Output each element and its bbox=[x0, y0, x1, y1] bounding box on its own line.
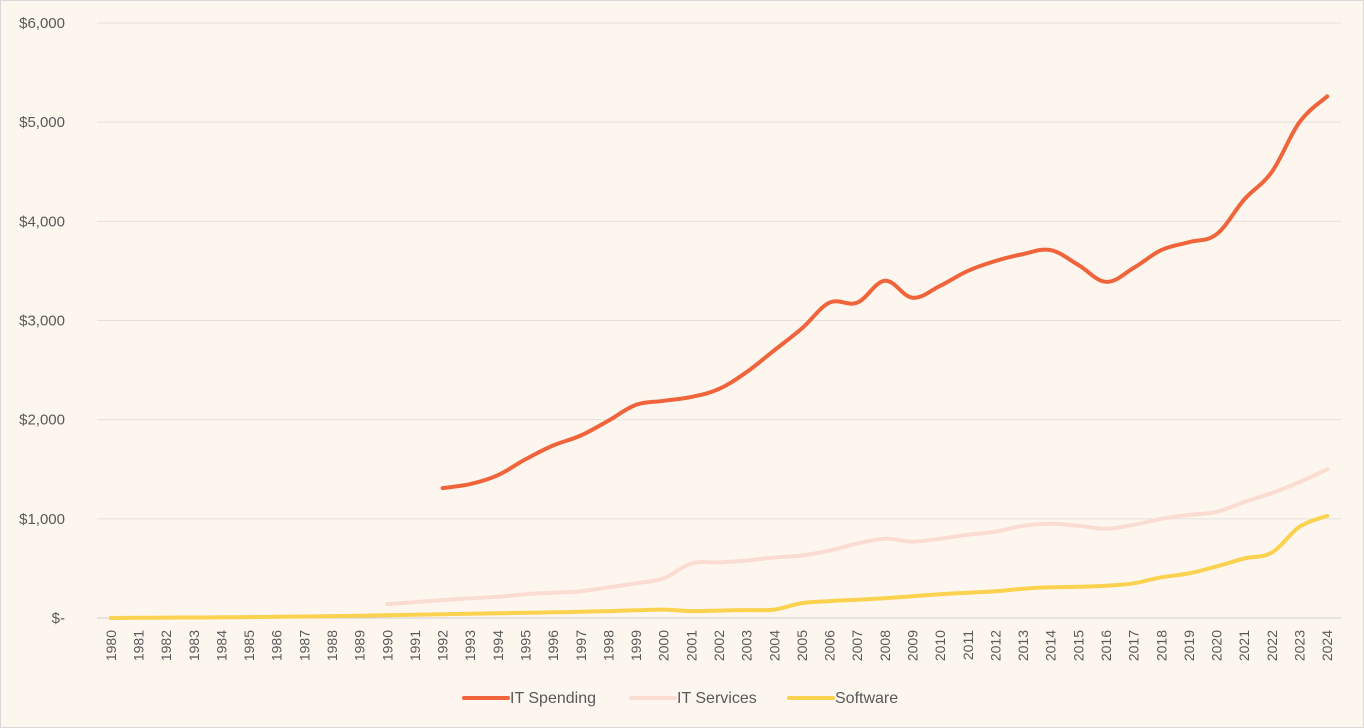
legend-label: Software bbox=[835, 690, 898, 707]
x-tick-label: 2001 bbox=[683, 630, 699, 661]
series-lines bbox=[108, 94, 1330, 620]
y-tick-label: $4,000 bbox=[19, 213, 65, 230]
x-tick-label: 2004 bbox=[766, 630, 782, 661]
x-tick-label: 2014 bbox=[1043, 630, 1059, 661]
series-line-software bbox=[108, 513, 1330, 620]
x-tick-label: 2002 bbox=[711, 630, 727, 661]
x-tick-label: 2008 bbox=[877, 630, 893, 661]
legend: IT Spending IT Services Software bbox=[462, 690, 898, 707]
x-tick-label: 1982 bbox=[158, 630, 174, 661]
series-line-it-spending bbox=[440, 94, 1330, 491]
x-axis-ticks: 1980 1981 1982 1983 1984 1985 1986 1987 1988 1989… bbox=[103, 630, 1335, 661]
x-tick-label: 2000 bbox=[656, 630, 672, 661]
y-tick-label: $- bbox=[52, 610, 65, 627]
x-tick-label: 2024 bbox=[1319, 630, 1335, 661]
legend-label: IT Services bbox=[677, 690, 757, 707]
x-tick-label: 2006 bbox=[822, 630, 838, 661]
y-tick-label: $1,000 bbox=[19, 511, 65, 528]
y-tick-label: $6,000 bbox=[19, 15, 65, 32]
x-tick-label: 1983 bbox=[186, 630, 202, 661]
x-tick-label: 2021 bbox=[1236, 630, 1252, 661]
x-tick-label: 2023 bbox=[1292, 630, 1308, 661]
x-tick-label: 2015 bbox=[1070, 630, 1086, 661]
y-tick-label: $2,000 bbox=[19, 412, 65, 429]
y-tick-label: $3,000 bbox=[19, 313, 65, 330]
x-tick-label: 2016 bbox=[1098, 630, 1114, 661]
x-tick-label: 1993 bbox=[462, 630, 478, 661]
x-tick-label: 2022 bbox=[1264, 630, 1280, 661]
x-tick-label: 2018 bbox=[1153, 630, 1169, 661]
x-tick-label: 2019 bbox=[1181, 630, 1197, 661]
x-tick-label: 2009 bbox=[905, 630, 921, 661]
x-tick-label: 1996 bbox=[545, 630, 561, 661]
x-tick-label: 1991 bbox=[407, 630, 423, 661]
x-tick-label: 1985 bbox=[241, 630, 257, 661]
x-tick-label: 2007 bbox=[849, 630, 865, 661]
y-axis-ticks: $- $1,000 $2,000 $3,000 $4,000 $5,000 $6,000 bbox=[19, 15, 65, 627]
legend-label: IT Spending bbox=[510, 690, 596, 707]
x-tick-label: 1992 bbox=[435, 630, 451, 661]
x-tick-label: 1987 bbox=[296, 630, 312, 661]
x-tick-label: 1990 bbox=[379, 630, 395, 661]
x-tick-label: 2013 bbox=[1015, 630, 1031, 661]
x-tick-label: 2012 bbox=[987, 630, 1003, 661]
x-tick-label: 1999 bbox=[628, 630, 644, 661]
gridlines bbox=[97, 22, 1341, 619]
x-tick-label: 2005 bbox=[794, 630, 810, 661]
x-tick-label: 1988 bbox=[324, 630, 340, 661]
x-tick-label: 2017 bbox=[1126, 630, 1142, 661]
x-tick-label: 2010 bbox=[932, 630, 948, 661]
x-tick-label: 1994 bbox=[490, 630, 506, 661]
x-tick-label: 2003 bbox=[739, 630, 755, 661]
x-tick-label: 1997 bbox=[573, 630, 589, 661]
series-line-it-services bbox=[385, 467, 1330, 607]
x-tick-label: 1989 bbox=[352, 630, 368, 661]
y-tick-label: $5,000 bbox=[19, 114, 65, 131]
x-tick-label: 1980 bbox=[103, 630, 119, 661]
x-tick-label: 2011 bbox=[960, 630, 976, 660]
x-tick-label: 1981 bbox=[130, 630, 146, 661]
x-tick-label: 1995 bbox=[517, 630, 533, 661]
x-tick-label: 2020 bbox=[1209, 630, 1225, 661]
x-tick-label: 1998 bbox=[600, 630, 616, 661]
x-tick-label: 1986 bbox=[269, 630, 285, 661]
x-tick-label: 1984 bbox=[213, 630, 229, 661]
